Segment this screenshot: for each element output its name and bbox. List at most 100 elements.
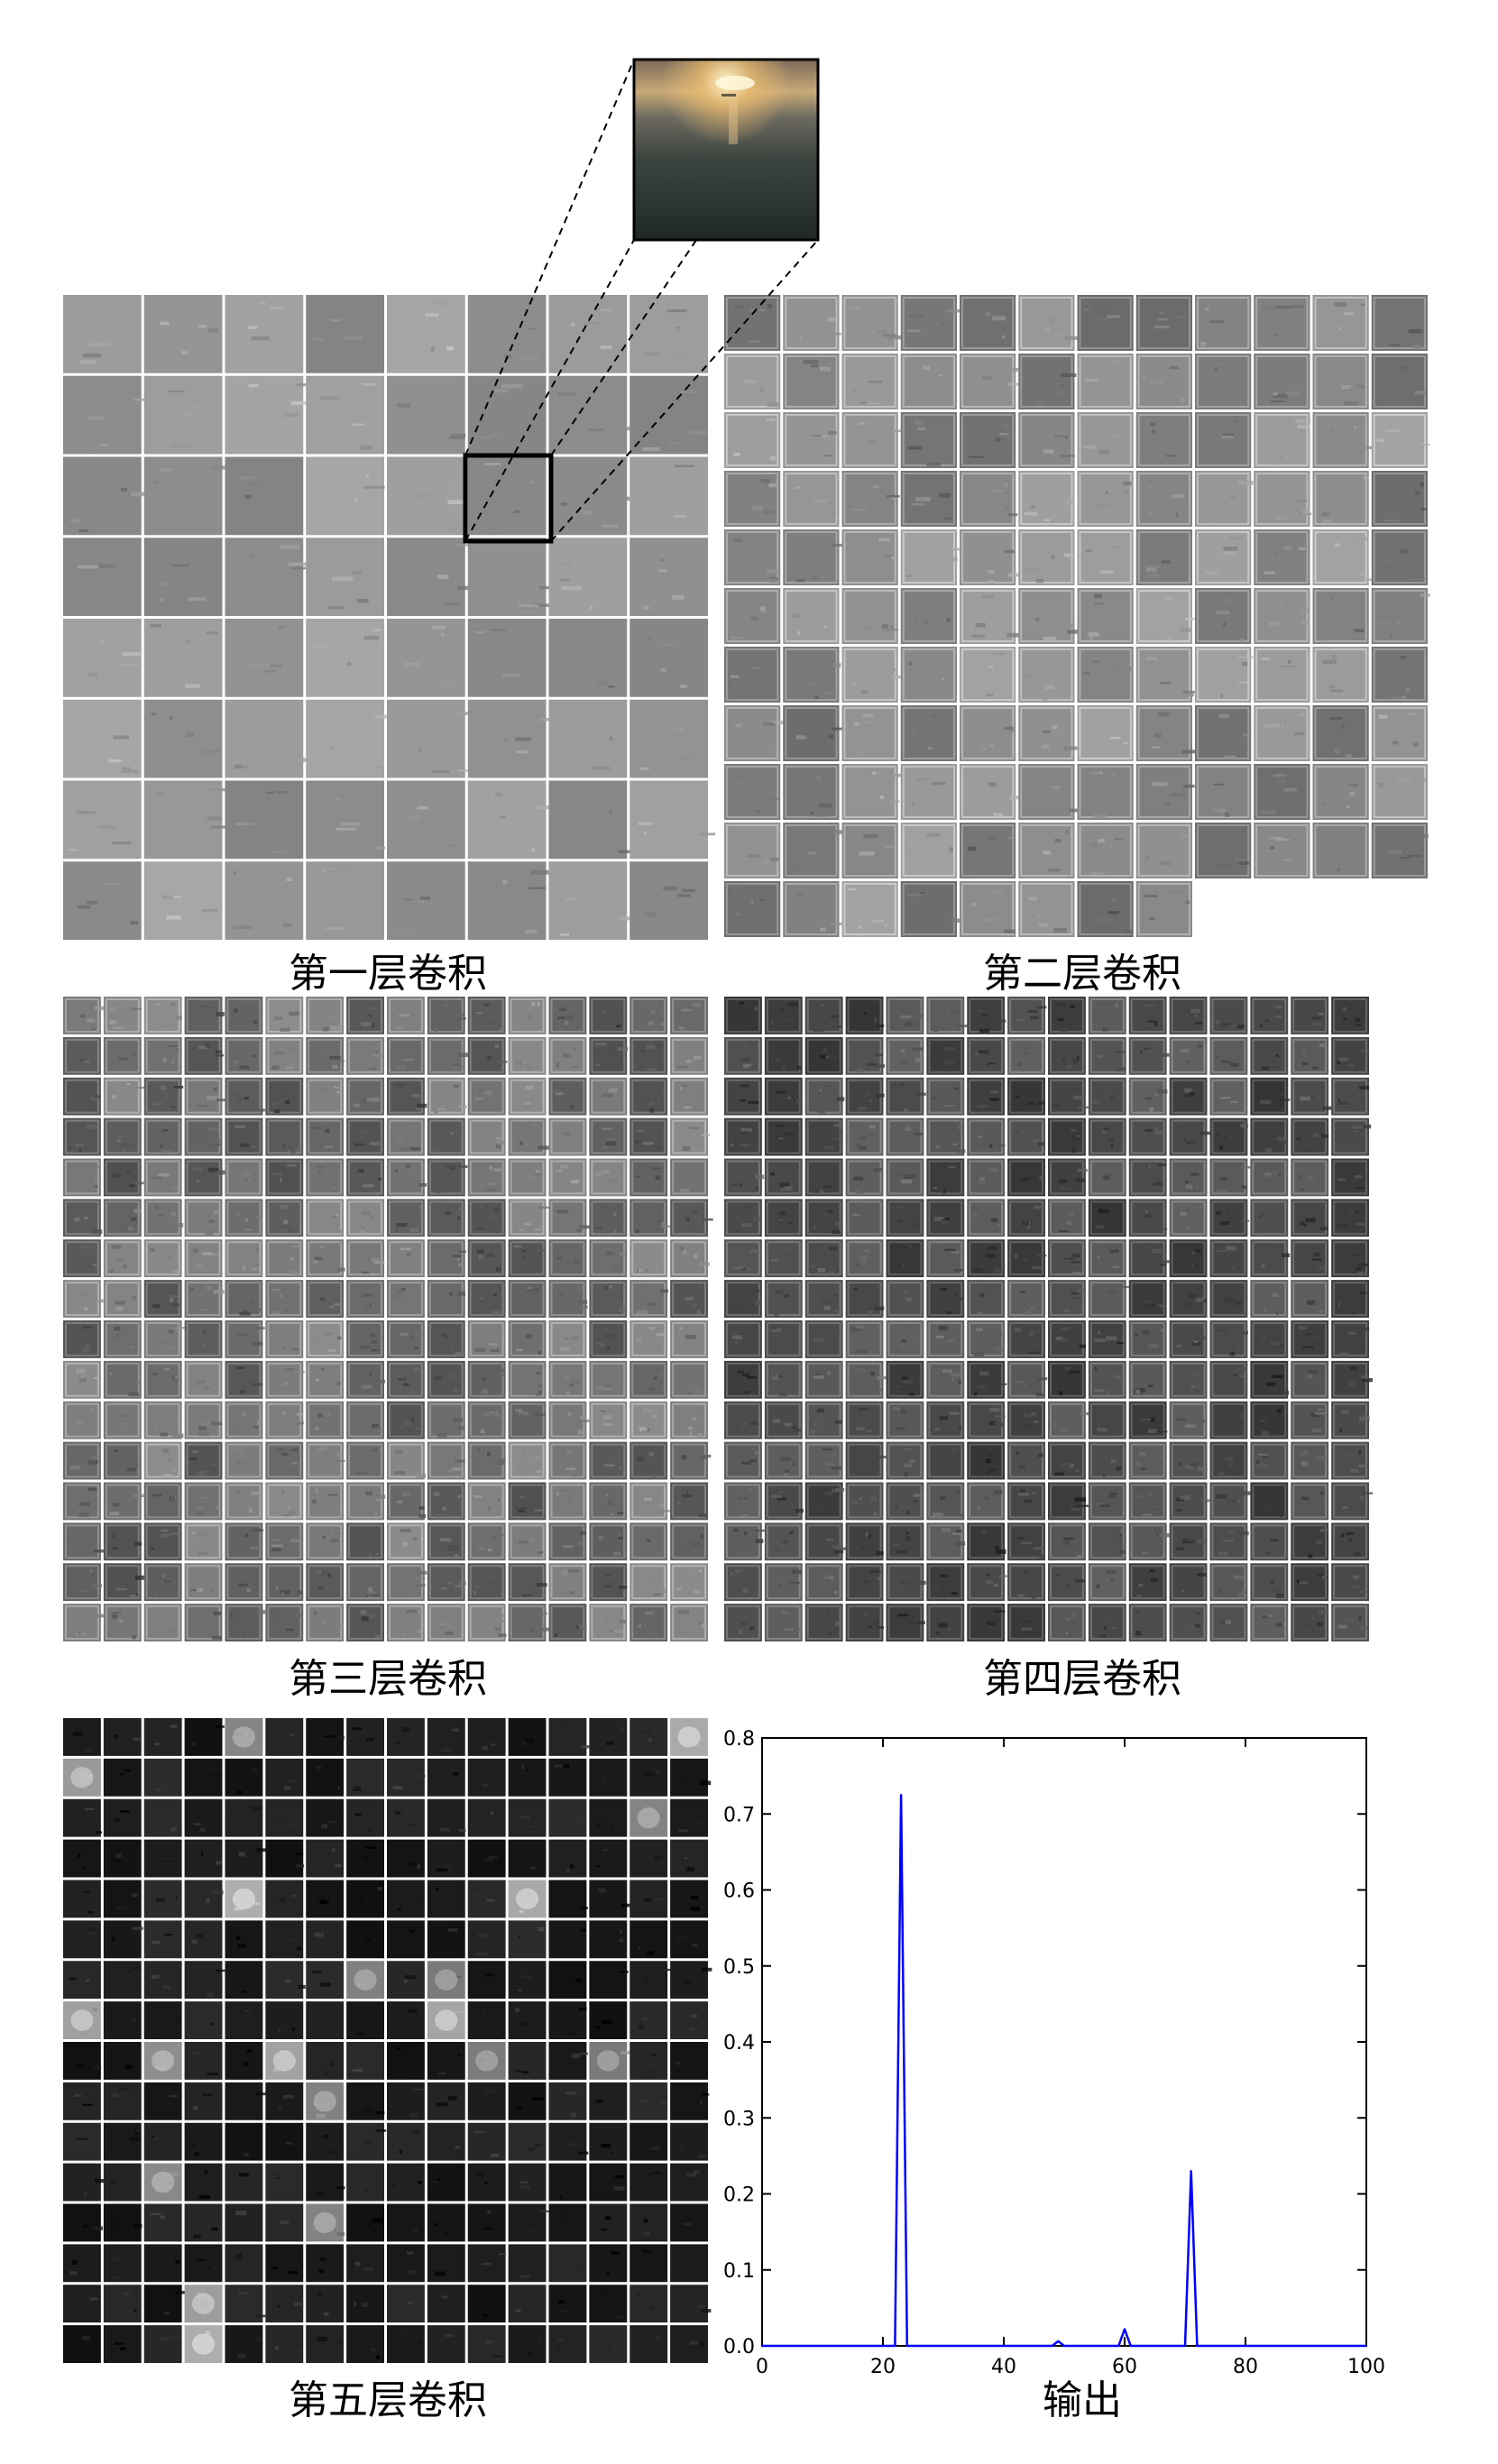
- conv4-feature-map: [1048, 1401, 1086, 1439]
- conv4-feature-map: [1291, 1036, 1329, 1075]
- conv3-feature-map: [630, 1239, 668, 1278]
- conv2-feature-map: [900, 295, 957, 351]
- conv5-feature-map: [306, 1961, 345, 2000]
- zoom-guide-line: [464, 59, 635, 456]
- conv2-feature-map: [1312, 705, 1369, 761]
- conv1-feature-map: [548, 619, 628, 697]
- conv2-feature-map: [783, 764, 840, 820]
- conv2-feature-map: [1312, 823, 1369, 878]
- conv4-feature-map: [1250, 1401, 1289, 1439]
- conv5-feature-map: [143, 2325, 182, 2363]
- conv2-feature-map: [1371, 295, 1428, 351]
- zoom-source-box: [463, 453, 554, 544]
- conv4-feature-map: [724, 1482, 762, 1521]
- conv4-feature-map: [886, 1522, 924, 1561]
- conv4-feature-map: [1048, 1158, 1086, 1197]
- conv2-feature-map: [724, 529, 781, 585]
- conv3-feature-map: [184, 1482, 223, 1521]
- conv5-feature-map: [427, 1880, 465, 1918]
- conv2-feature-map: [1018, 588, 1075, 644]
- conv4-feature-map: [1128, 1522, 1167, 1561]
- conv5-feature-map: [589, 2163, 628, 2202]
- conv3-feature-map: [225, 1522, 263, 1561]
- conv5-feature-map: [467, 2001, 506, 2039]
- conv3-feature-map: [346, 1280, 384, 1318]
- conv3-feature-map: [467, 1199, 506, 1237]
- x-tick-label: 20: [870, 2356, 896, 2378]
- conv5-feature-map: [103, 1880, 142, 1918]
- conv4-feature-map: [804, 1563, 843, 1602]
- conv5-feature-map: [508, 2001, 547, 2039]
- conv4-feature-map: [804, 1441, 843, 1480]
- conv5-feature-map: [467, 2203, 506, 2242]
- y-axis-ticks: 0.0 0.1 0.2 0.3 0.4 0.5 0.6 0.7 0.8: [723, 1728, 1366, 2358]
- conv5-feature-map: [63, 1718, 101, 1756]
- conv4-feature-map: [967, 1401, 1006, 1439]
- conv4-feature-map: [1007, 1077, 1045, 1116]
- conv5-feature-map: [306, 1798, 345, 1837]
- conv4-feature-map: [1007, 1320, 1045, 1358]
- conv2-feature-map: [1018, 823, 1075, 878]
- conv2-feature-map: [1312, 764, 1369, 820]
- conv3-feature-map: [548, 1522, 587, 1561]
- conv5-feature-map: [387, 2244, 425, 2283]
- conv1-feature-map: [630, 375, 708, 455]
- conv2-feature-map: [783, 705, 840, 761]
- conv3-feature-map: [225, 1036, 263, 1075]
- conv1-feature-map: [143, 538, 223, 616]
- conv5-feature-map: [387, 1880, 425, 1918]
- conv3-feature-map: [589, 1117, 628, 1156]
- conv5-feature-map: [387, 1920, 425, 1959]
- conv5-feature-map: [306, 2285, 345, 2323]
- x-tick-label: 0: [756, 2356, 768, 2378]
- conv1-feature-map: [143, 699, 223, 778]
- conv2-feature-map: [1254, 647, 1310, 703]
- conv5-feature-map: [387, 1758, 425, 1797]
- conv5-feature-map: [548, 2325, 587, 2363]
- conv3-feature-map: [306, 1401, 345, 1439]
- conv4-feature-map: [1128, 997, 1167, 1034]
- conv3-feature-map: [548, 1199, 587, 1237]
- conv4-feature-map: [967, 1280, 1006, 1318]
- conv2-feature-map: [1312, 412, 1369, 468]
- conv5-feature-map: [306, 2122, 345, 2161]
- conv2-feature-map: [1135, 529, 1192, 585]
- conv4-feature-map: [1169, 997, 1208, 1034]
- conv5-feature-map: [265, 1920, 304, 1959]
- conv4-feature-map: [804, 1117, 843, 1156]
- conv4-feature-map: [764, 1401, 803, 1439]
- conv4-feature-map: [845, 1360, 884, 1399]
- conv4-feature-map: [764, 1117, 803, 1156]
- conv3-feature-map: [589, 997, 628, 1034]
- conv5-feature-map: [670, 2122, 708, 2161]
- conv5-feature-map: [467, 1718, 506, 1756]
- conv3-feature-map: [265, 1482, 304, 1521]
- conv5-feature-map: [225, 2163, 263, 2202]
- conv2-feature-map: [841, 471, 898, 527]
- conv5-feature-map: [225, 1839, 263, 1878]
- conv4-feature-map: [1331, 1117, 1369, 1156]
- conv5-feature-map: [143, 2203, 182, 2242]
- conv5-feature-map: [670, 2203, 708, 2242]
- conv2-feature-map: [1312, 588, 1369, 644]
- conv3-feature-map: [63, 1563, 101, 1602]
- conv3-feature-map: [387, 1280, 425, 1318]
- conv5-caption: 第五层卷积: [289, 2377, 487, 2423]
- conv3-feature-map: [589, 1441, 628, 1480]
- conv4-feature-map: [1291, 997, 1329, 1034]
- x-axis-ticks: 0 20 40 60 80 100: [756, 1738, 1385, 2378]
- conv5-feature-map: [467, 1758, 506, 1797]
- conv3-feature-map: [346, 1522, 384, 1561]
- conv1-feature-map: [387, 780, 465, 860]
- conv5-feature-map: [508, 2285, 547, 2323]
- conv1-feature-map: [630, 861, 708, 940]
- conv2-feature-map: [841, 412, 898, 468]
- conv1-feature-map: [306, 619, 384, 697]
- conv5-feature-map: [184, 2122, 223, 2161]
- conv4-feature-map: [1331, 1482, 1369, 1521]
- conv2-feature-map: [900, 705, 957, 761]
- conv4-feature-map: [1088, 1482, 1126, 1521]
- conv5-feature-map: [427, 1758, 465, 1797]
- conv4-feature-map: [724, 1280, 762, 1318]
- conv4-feature-map: [1088, 1563, 1126, 1602]
